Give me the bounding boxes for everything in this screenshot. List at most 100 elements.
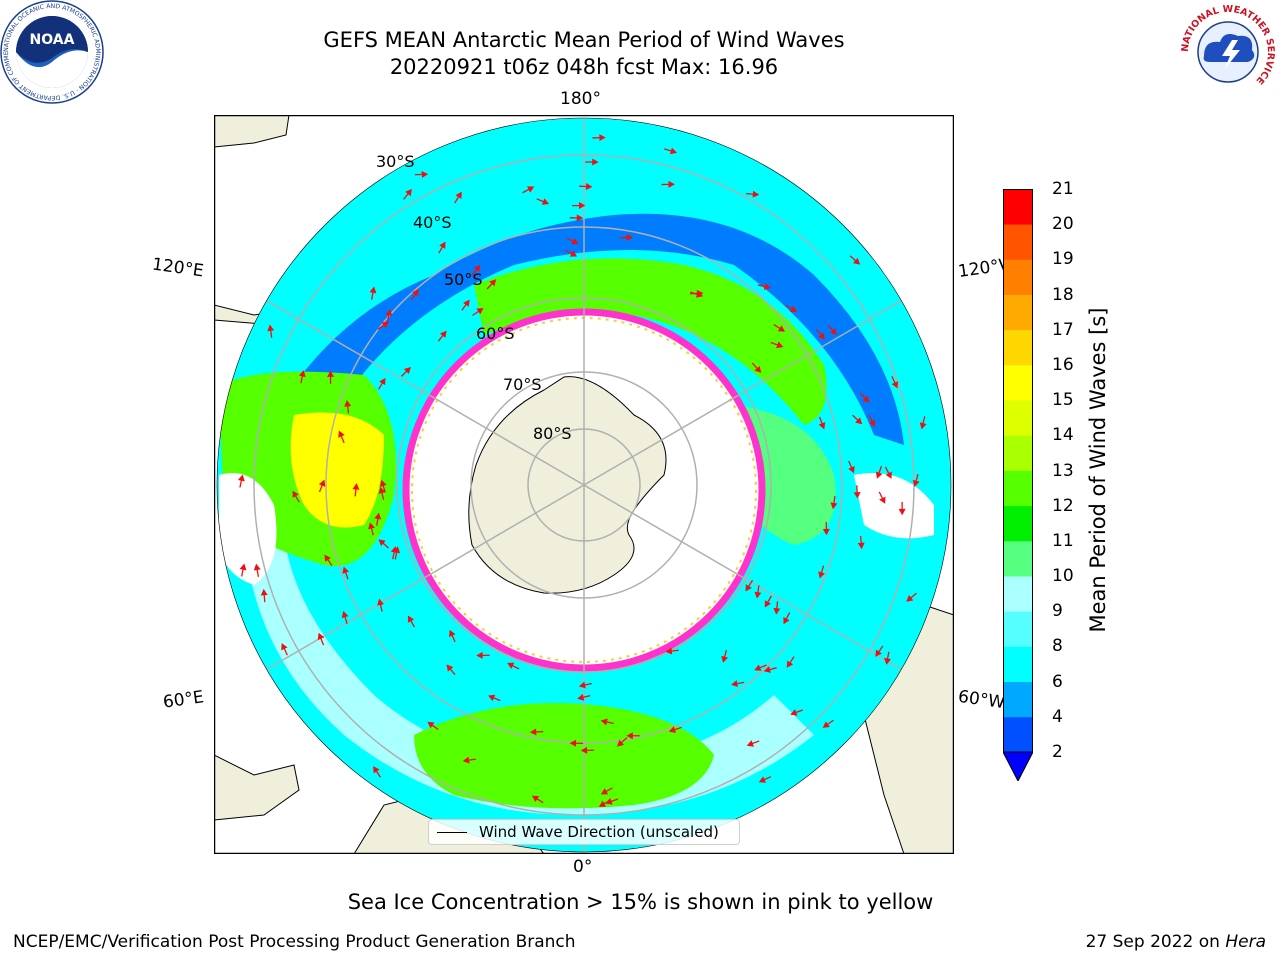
wave-arrow-head xyxy=(405,189,412,197)
wave-band-green-south xyxy=(414,703,714,809)
wave-arrow-head xyxy=(381,321,389,329)
colorbar-tick-label: 11 xyxy=(1052,530,1074,551)
wave-arrow-head xyxy=(853,492,861,499)
colorbar-under-arrow xyxy=(1003,751,1033,781)
wave-arrow-head xyxy=(462,756,470,764)
wave-arrow-head xyxy=(378,539,386,547)
wave-arrow-head xyxy=(377,598,384,606)
wave-arrow-head xyxy=(338,430,345,438)
wave-arrow-head xyxy=(763,283,771,290)
wave-arrow-head xyxy=(764,600,771,608)
wave-arrow-head xyxy=(385,308,393,316)
wave-arrow-head xyxy=(754,365,762,373)
colorbar-tick-label: 13 xyxy=(1052,460,1074,481)
wave-arrow-head xyxy=(427,721,435,729)
wave-arrow-head xyxy=(379,479,387,487)
colorbar-swatch xyxy=(1003,505,1033,542)
wave-arrow-head xyxy=(600,788,609,795)
wave-arrow-head xyxy=(473,264,481,273)
wave-arrow-head xyxy=(412,288,419,297)
legend-label: Wind Wave Direction (unscaled) xyxy=(479,823,719,841)
wave-arrow-head xyxy=(829,328,837,336)
wave-arrow-head xyxy=(857,542,865,550)
wave-arrow-head xyxy=(884,657,892,665)
wave-arrow-head xyxy=(529,728,537,736)
colorbar-swatch xyxy=(1003,611,1033,647)
lat-label-70s: 70°S xyxy=(503,375,542,394)
wave-arrow-head xyxy=(789,305,798,313)
date-text: 27 Sep 2022 on xyxy=(1085,932,1226,952)
wave-arrow-head xyxy=(488,694,496,702)
lat-label-50s: 50°S xyxy=(444,270,483,289)
chart-title: GEFS MEAN Antarctic Mean Period of Wind … xyxy=(323,28,845,52)
wave-arrow-head xyxy=(580,746,588,754)
lon-label-60w: 60°W xyxy=(956,686,1007,714)
wave-arrow-head xyxy=(541,198,550,205)
wave-arrow-head xyxy=(746,740,754,747)
wave-arrow-head xyxy=(476,651,483,659)
wave-arrow-head xyxy=(898,508,906,516)
wave-arrow-head xyxy=(292,490,299,498)
wave-arrow-head xyxy=(526,186,535,193)
wave-arrow-head xyxy=(373,766,380,774)
wave-arrow-head xyxy=(822,528,830,536)
colorbar-swatch xyxy=(1003,576,1033,612)
colorbar-tick-label: 17 xyxy=(1052,319,1074,340)
wave-arrow-head xyxy=(327,370,335,377)
wave-arrow-head xyxy=(324,554,331,562)
wave-arrow-head xyxy=(344,400,352,407)
sea-ice-note: Sea Ice Concentration > 15% is shown in … xyxy=(347,890,934,914)
australia-land xyxy=(214,115,290,148)
wave-arrow-head xyxy=(885,471,892,479)
lon-label-180: 180° xyxy=(560,89,601,109)
wave-arrow-head xyxy=(476,308,484,315)
colorbar-tick-label: 20 xyxy=(1052,214,1074,235)
wave-arrow-head xyxy=(773,607,781,615)
wave-arrow-head xyxy=(407,615,415,623)
noaa-logo-text: NOAA xyxy=(30,32,75,48)
wave-arrow-head xyxy=(578,681,586,689)
wave-arrow-head xyxy=(600,718,608,726)
wave-arrow-head xyxy=(569,250,578,257)
wave-arrow-head xyxy=(668,180,675,188)
wave-arrow-head xyxy=(439,241,446,249)
wave-arrow-head xyxy=(374,512,382,520)
wave-arrow-head xyxy=(818,422,826,430)
wave-arrow-head xyxy=(577,693,585,701)
colorbar-swatch xyxy=(1003,329,1033,366)
wave-arrow-head xyxy=(818,571,825,579)
wave-arrow-head xyxy=(695,290,704,298)
colorbar-tick-label: 2 xyxy=(1052,742,1063,762)
wave-arrow-head xyxy=(341,610,349,619)
wave-arrow-head xyxy=(853,257,861,265)
date-stamp: 27 Sep 2022 on Hera xyxy=(1086,932,1266,952)
lat-label-30s: 30°S xyxy=(376,152,415,171)
wave-arrow-head xyxy=(875,471,883,479)
wave-arrow-head xyxy=(267,324,275,332)
colorbar-swatch xyxy=(1003,294,1033,331)
colorbar-tick-label: 21 xyxy=(1052,179,1074,199)
wave-arrow-head xyxy=(455,191,462,199)
wave-arrow-head xyxy=(317,632,325,640)
wave-arrow-head xyxy=(239,563,247,571)
wave-arrow-head xyxy=(298,370,306,378)
wave-arrow-head xyxy=(879,496,886,504)
colorbar-swatch xyxy=(1003,400,1033,436)
wave-arrow-head xyxy=(342,566,350,574)
colorbar-tick-label: 8 xyxy=(1052,636,1063,657)
colorbar-swatch xyxy=(1003,189,1033,225)
colorbar-tick-label: 4 xyxy=(1052,706,1063,727)
wave-arrow-head xyxy=(855,417,863,425)
nws-logo: NATIONAL WEATHER SERVICE xyxy=(1178,2,1278,102)
colorbar-tick-label: 12 xyxy=(1052,495,1074,516)
colorbar xyxy=(1003,189,1033,781)
colorbar-swatch xyxy=(1003,259,1033,295)
wave-arrow-head xyxy=(463,299,470,307)
wave-arrow-head xyxy=(848,466,855,474)
wave-arrow-head xyxy=(378,486,386,494)
wave-arrow-head xyxy=(393,546,401,554)
wave-arrow-head xyxy=(731,680,738,688)
legend-line-swatch xyxy=(437,832,467,833)
wave-arrow-head xyxy=(830,502,838,510)
wave-arrow-head xyxy=(783,617,790,625)
